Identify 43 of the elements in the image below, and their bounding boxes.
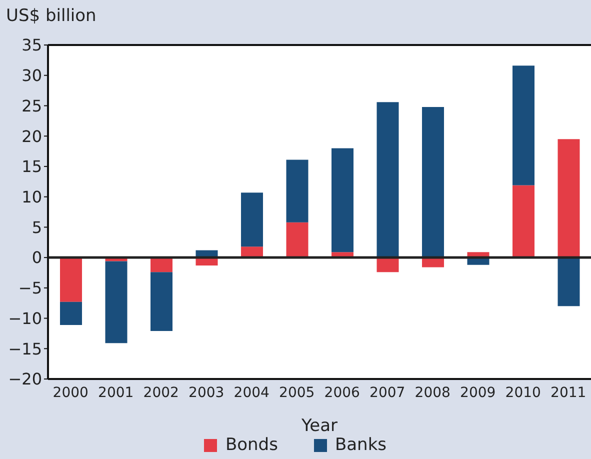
- bar: [286, 160, 308, 222]
- y-tick-label: 20: [22, 126, 42, 146]
- x-tick-label: 2000: [52, 384, 88, 401]
- x-tick-label: 2011: [550, 384, 586, 401]
- bar: [376, 102, 399, 258]
- y-tick-label: 5: [32, 218, 42, 237]
- y-tick-label: 25: [22, 96, 42, 116]
- bar: [512, 66, 534, 186]
- y-tick-label: −15: [8, 339, 42, 358]
- y-tick-label: −5: [18, 278, 42, 298]
- bar: [286, 222, 308, 258]
- y-tick-label: 0: [32, 248, 42, 268]
- bar: [241, 246, 263, 258]
- bar: [558, 258, 580, 306]
- bar: [60, 302, 82, 325]
- y-tick-label: 30: [22, 66, 42, 86]
- bar: [332, 148, 354, 252]
- x-tick-label: 2002: [143, 384, 179, 401]
- y-tick-label: −20: [8, 370, 42, 389]
- x-tick-label: 2008: [414, 384, 450, 401]
- bar: [60, 258, 82, 302]
- x-tick-label: 2006: [324, 384, 360, 401]
- x-axis-title: Year: [300, 416, 338, 436]
- y-tick-label: 35: [22, 36, 42, 55]
- y-tick-label: 15: [22, 157, 42, 176]
- y-tick-label: 10: [22, 188, 42, 206]
- y-tick-label: −10: [8, 308, 42, 328]
- x-tick-label: 2003: [188, 384, 224, 401]
- bar: [512, 185, 534, 258]
- x-tick-label: 2005: [279, 384, 315, 401]
- legend-label: Banks: [334, 435, 387, 455]
- x-tick-label: 2007: [370, 384, 406, 401]
- x-tick-label: 2009: [460, 384, 496, 401]
- bar: [422, 106, 444, 258]
- x-tick-label: 2010: [505, 384, 541, 401]
- x-tick-label: 2001: [98, 384, 134, 401]
- bar: [241, 192, 263, 247]
- y-axis-title: US$ billion: [6, 6, 96, 26]
- x-tick-label: 2004: [234, 384, 270, 401]
- bar: [558, 139, 580, 258]
- bar: [150, 272, 172, 332]
- bar: [105, 261, 128, 344]
- legend-label: Bonds: [225, 435, 278, 455]
